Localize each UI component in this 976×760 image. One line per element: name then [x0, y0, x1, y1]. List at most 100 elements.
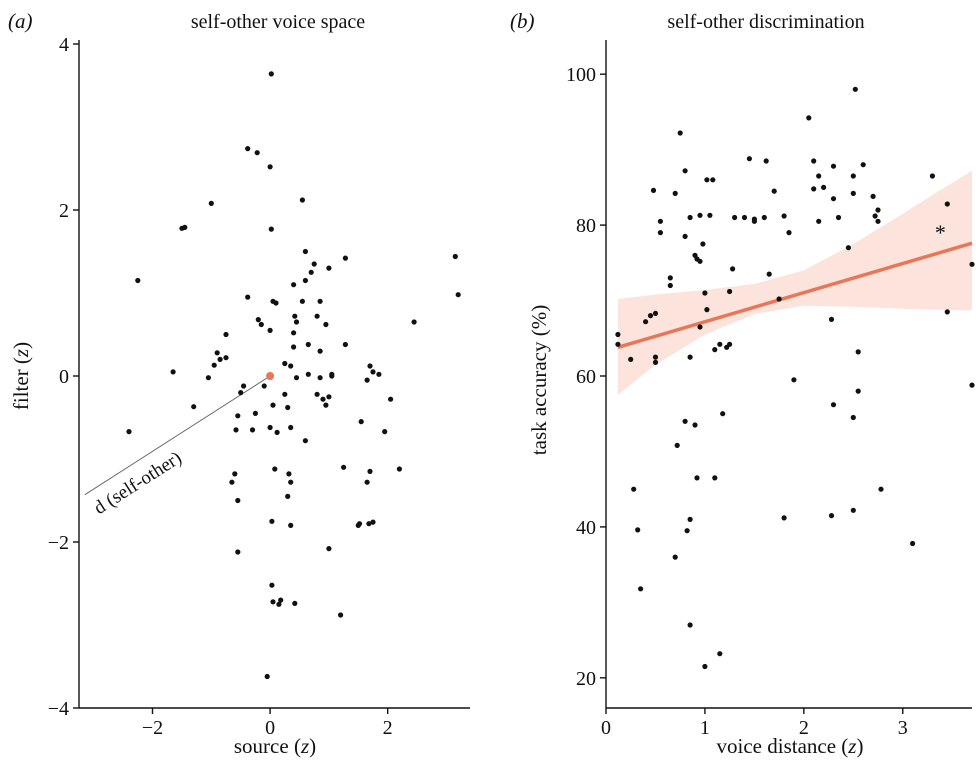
panel-a-plot-area: −2 0 2 −4 −2 0 2 4 d (self-other)	[48, 34, 470, 739]
data-point	[687, 214, 693, 221]
data-point	[288, 424, 294, 431]
data-point	[732, 214, 738, 221]
data-point	[643, 319, 649, 325]
data-point	[291, 344, 297, 350]
panel-a-x-tick-label: 0	[265, 717, 275, 739]
data-point	[702, 663, 708, 670]
data-point	[245, 294, 251, 300]
data-point	[261, 383, 267, 389]
panel-b-x-tick-label: 1	[700, 717, 710, 739]
data-point	[182, 224, 188, 230]
data-point	[828, 316, 835, 322]
data-point	[929, 173, 936, 179]
data-point	[717, 341, 723, 347]
panel-a-y-tick-label: −4	[48, 698, 69, 720]
data-point	[672, 554, 678, 560]
panel-a-x-tick-label: 2	[383, 717, 393, 739]
data-point	[314, 313, 320, 319]
data-point	[382, 429, 388, 435]
data-point	[208, 200, 214, 206]
data-point	[311, 261, 317, 267]
data-point	[674, 442, 680, 448]
data-point	[286, 471, 292, 477]
data-point	[969, 261, 975, 267]
data-point	[702, 290, 708, 296]
data-point	[682, 233, 688, 239]
data-point	[205, 375, 211, 381]
confidence-band	[617, 170, 972, 395]
data-point	[317, 298, 323, 304]
data-point	[638, 586, 644, 592]
data-point	[267, 164, 273, 170]
data-point	[763, 158, 769, 164]
data-point	[364, 479, 370, 485]
data-point	[781, 213, 787, 219]
data-point	[272, 466, 278, 472]
data-point	[367, 363, 373, 369]
data-point	[223, 331, 229, 338]
data-point	[791, 377, 797, 383]
data-point	[317, 375, 323, 381]
data-point	[667, 282, 673, 289]
data-point	[724, 344, 730, 350]
data-point	[191, 404, 197, 410]
panel-a-y-tick-label: 4	[59, 34, 69, 56]
data-point	[396, 466, 402, 472]
data-point	[264, 673, 270, 680]
data-point	[292, 600, 298, 607]
data-point	[870, 193, 876, 199]
data-point	[727, 288, 733, 295]
panel-b-y-tick-label: 100	[566, 64, 596, 86]
data-point	[650, 187, 657, 193]
data-point	[235, 497, 241, 504]
data-point	[252, 410, 258, 416]
data-point	[761, 214, 767, 221]
data-point	[329, 373, 335, 379]
data-point	[223, 355, 229, 361]
data-point	[687, 516, 693, 523]
data-point	[288, 363, 294, 369]
data-point	[376, 371, 382, 377]
data-point	[657, 218, 664, 224]
data-point	[170, 369, 176, 375]
data-point	[292, 313, 298, 319]
data-point	[667, 275, 673, 281]
panel-b-label: (b)	[510, 9, 535, 33]
data-point	[694, 475, 700, 481]
data-point	[273, 300, 279, 306]
panel-a-scatter: (a) self-other voice space −2 0 2 −4 −2 0 2 4 d …	[8, 9, 470, 758]
data-point	[781, 515, 787, 521]
data-point	[850, 414, 856, 421]
data-point	[828, 513, 835, 519]
data-point	[258, 321, 264, 328]
data-point	[217, 356, 223, 362]
data-point	[720, 411, 726, 417]
data-point	[314, 391, 320, 397]
data-point	[697, 212, 703, 218]
data-point	[358, 419, 364, 425]
data-point	[364, 377, 370, 383]
data-point	[717, 651, 723, 657]
data-point	[285, 404, 291, 411]
data-point	[830, 402, 837, 408]
data-point	[367, 468, 373, 474]
data-point	[288, 479, 294, 485]
data-point	[388, 396, 394, 402]
panel-a-y-axis-label: filter (z)	[9, 342, 33, 410]
data-point	[835, 214, 842, 221]
data-point	[830, 196, 837, 202]
data-point	[254, 150, 260, 156]
data-point	[712, 347, 718, 353]
data-point	[850, 507, 856, 513]
data-point	[741, 214, 748, 221]
panel-b-plot-area: 0 1 2 3 20 40 60 80 100 *	[566, 40, 975, 739]
data-point	[302, 277, 308, 284]
panel-a-label: (a)	[8, 9, 33, 33]
data-point	[278, 597, 284, 603]
data-point	[326, 394, 332, 400]
data-point	[299, 298, 305, 304]
distance-line	[84, 375, 271, 496]
data-point	[320, 396, 326, 402]
data-point	[282, 391, 288, 397]
data-point	[944, 309, 950, 315]
